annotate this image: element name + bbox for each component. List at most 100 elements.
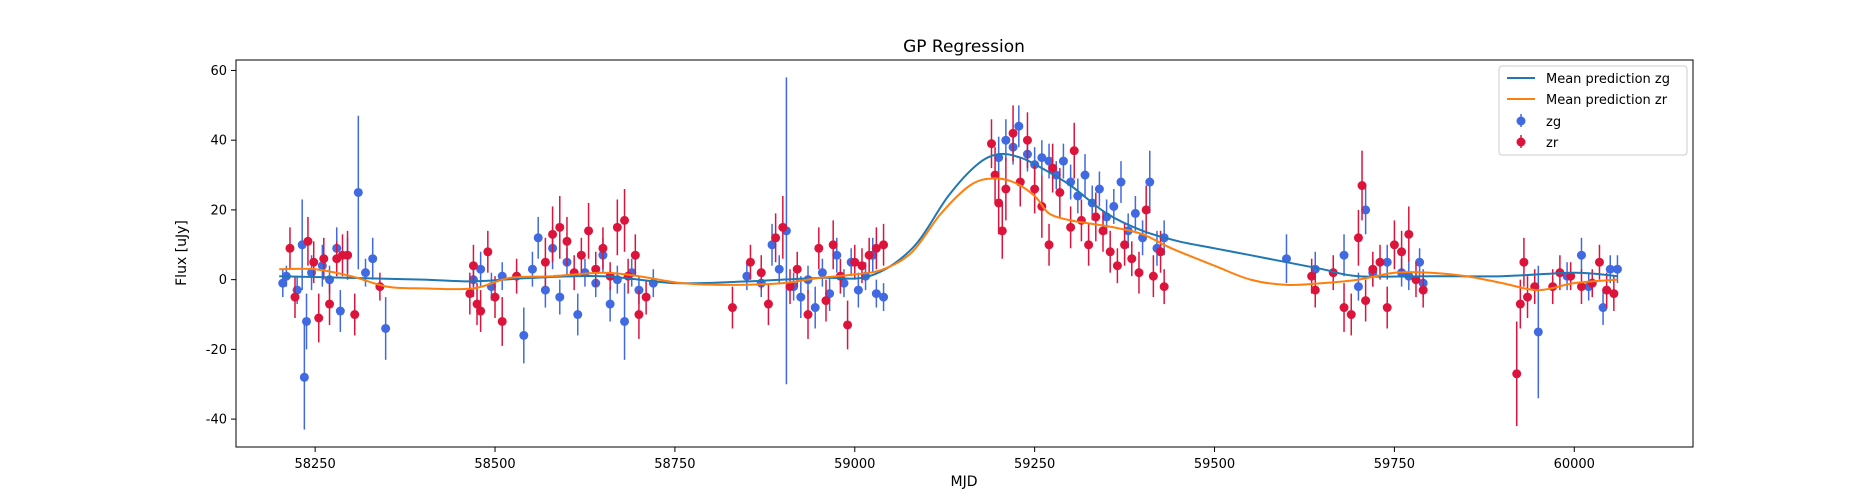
data-point-zg	[299, 372, 309, 382]
data-point-zg	[555, 292, 565, 302]
data-point-zg	[335, 306, 345, 316]
data-point-zr	[1001, 184, 1011, 194]
data-point-zr	[1084, 240, 1094, 250]
data-point-zr	[1030, 184, 1040, 194]
mean-prediction-lines	[279, 152, 1618, 292]
data-point-zr	[1148, 271, 1158, 281]
data-point-zr	[591, 264, 601, 274]
data-point-zg	[527, 264, 537, 274]
data-point-zg	[1037, 153, 1047, 163]
data-point-zr	[1512, 369, 1522, 379]
x-tick-label: 58750	[654, 457, 695, 472]
data-point-zr	[1566, 271, 1576, 281]
data-point-zr	[1353, 233, 1363, 243]
data-point-zr	[1594, 257, 1604, 267]
legend-label-zr: zr	[1546, 136, 1559, 151]
data-point-zr	[771, 233, 781, 243]
data-point-zr	[343, 250, 353, 260]
data-point-zr	[1159, 282, 1169, 292]
x-tick-label: 59000	[834, 457, 875, 472]
data-point-zr	[314, 313, 324, 323]
y-axis-label: Flux [uJy]	[174, 220, 190, 286]
legend-label-mean-zr: Mean prediction zr	[1546, 93, 1668, 108]
data-point-zg	[1415, 257, 1425, 267]
data-point-zr	[1519, 257, 1529, 267]
data-point-zr	[1418, 285, 1428, 295]
data-point-zg	[533, 233, 543, 243]
data-point-zg	[620, 316, 630, 326]
data-point-zr	[1091, 212, 1101, 222]
data-point-zr	[727, 303, 737, 313]
data-point-zr	[1141, 205, 1151, 215]
data-point-zr	[792, 264, 802, 274]
legend-marker-zg	[1516, 116, 1526, 126]
data-point-zr	[814, 243, 824, 253]
data-point-zg	[1353, 282, 1363, 292]
data-point-zg	[302, 316, 312, 326]
data-point-zg	[540, 285, 550, 295]
x-tick-label: 58250	[294, 457, 335, 472]
legend: Mean prediction zg Mean prediction zr zg…	[1498, 65, 1688, 156]
data-point-zg	[1382, 257, 1392, 267]
data-point-zr	[1357, 181, 1367, 191]
plot-area: 58250 58500 58750 59000 59250 59500 59750 60000…	[206, 59, 1694, 472]
data-point-zg	[1094, 184, 1104, 194]
data-point-zr	[1156, 247, 1166, 257]
data-point-zr	[997, 226, 1007, 236]
y-axis: -40 -20 0 20 40 60	[206, 64, 236, 428]
data-point-zr	[1375, 257, 1385, 267]
data-point-zr	[598, 243, 608, 253]
data-point-zr	[620, 215, 630, 225]
data-point-zr	[1044, 240, 1054, 250]
data-point-zr	[1576, 282, 1586, 292]
data-point-zr	[1411, 275, 1421, 285]
data-point-zr	[634, 310, 644, 320]
data-point-zr	[1523, 292, 1533, 302]
x-axis: 58250 58500 58750 59000 59250 59500 59750 60000	[294, 447, 1595, 472]
data-point-zr	[483, 247, 493, 257]
data-point-zr	[1310, 285, 1320, 295]
data-point-zr	[641, 292, 651, 302]
data-point-zg	[1145, 177, 1155, 187]
data-point-zr	[1098, 226, 1108, 236]
data-point-zg	[879, 292, 889, 302]
data-point-zr	[1069, 146, 1079, 156]
data-point-zg	[1533, 327, 1543, 337]
data-point-zr	[1397, 247, 1407, 257]
data-point-zg	[317, 261, 327, 271]
data-point-zr	[319, 254, 329, 264]
data-point-zr	[1134, 268, 1144, 278]
data-point-zr	[785, 282, 795, 292]
data-point-zg	[1014, 121, 1024, 131]
data-point-zr	[857, 261, 867, 271]
data-point-zr	[1346, 310, 1356, 320]
data-point-zr	[1609, 289, 1619, 299]
chart-title: GP Regression	[903, 37, 1025, 57]
data-point-zr	[576, 250, 586, 260]
y-tick-label: 20	[210, 203, 227, 218]
data-point-zr	[1368, 264, 1378, 274]
data-point-zr	[1587, 278, 1597, 288]
mean-prediction-line	[279, 152, 1618, 285]
x-tick-label: 59250	[1014, 457, 1055, 472]
x-axis-label: MJD	[951, 474, 978, 490]
data-point-zr	[763, 299, 773, 309]
data-point-zg	[817, 268, 827, 278]
data-point-zr	[562, 236, 572, 246]
data-point-zr	[290, 292, 300, 302]
x-tick-label: 59750	[1374, 457, 1415, 472]
data-point-zg	[1058, 156, 1068, 166]
data-point-zr	[612, 222, 622, 232]
data-point-zg	[832, 250, 842, 260]
data-point-zg	[871, 289, 881, 299]
data-point-zg	[368, 254, 378, 264]
data-point-zr	[1389, 240, 1399, 250]
data-point-zr	[548, 229, 558, 239]
data-point-zg	[381, 323, 391, 333]
data-point-zr	[990, 170, 1000, 180]
data-point-zr	[986, 139, 996, 149]
data-point-zg	[1361, 205, 1371, 215]
data-point-zg	[519, 330, 529, 340]
mean-prediction-line	[279, 177, 1618, 292]
data-point-zr	[843, 320, 853, 330]
